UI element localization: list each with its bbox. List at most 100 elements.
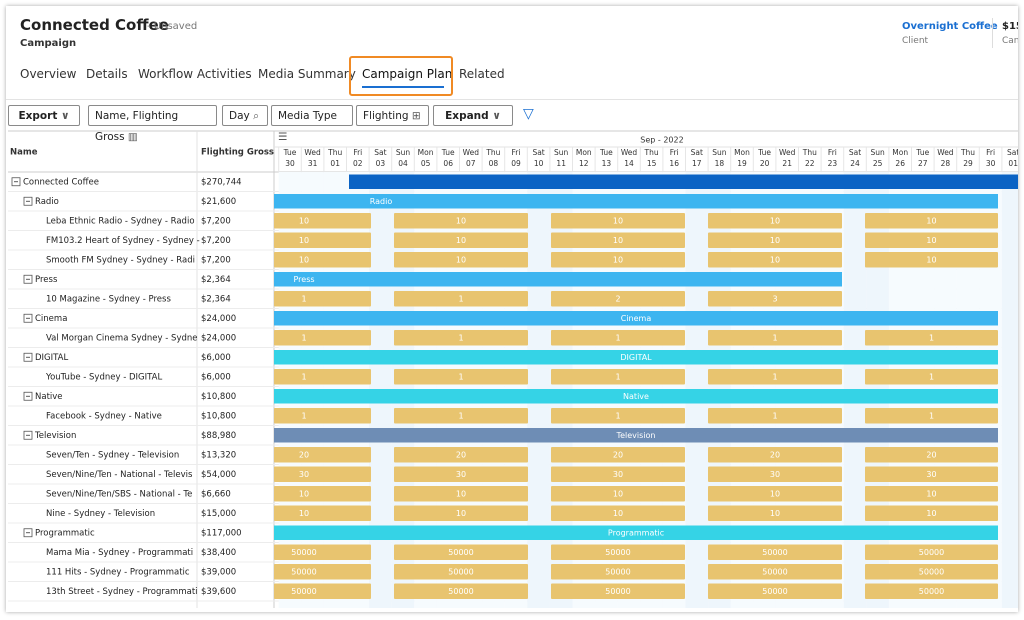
- day-date: 08: [489, 159, 499, 168]
- row-name: Seven/Nine/Ten - National - Televis: [46, 470, 193, 480]
- flighting-value: 20: [299, 450, 309, 459]
- button-label: Name, Flighting Gross: [95, 110, 179, 143]
- flighting-bar: [708, 330, 842, 346]
- flighting-value: 1: [301, 294, 306, 303]
- group-bar-label: Native: [623, 392, 649, 401]
- flighting-value: 10: [299, 509, 309, 518]
- flighting-bar: [274, 369, 371, 385]
- flighting-value: 30: [770, 470, 780, 479]
- flighting-bar: [394, 252, 528, 268]
- row-gross: $39,000: [201, 567, 236, 577]
- tab[interactable]: Workflow Activities: [138, 67, 252, 81]
- flighting-bar: [865, 232, 998, 248]
- flighting-value: 10: [456, 489, 466, 498]
- toolbar-button[interactable]: Name, Flighting Gross ▥: [88, 105, 217, 143]
- header-divider: [992, 18, 993, 48]
- group-bar: [274, 272, 842, 287]
- flighting-bar: [394, 408, 528, 424]
- flighting-bar: [394, 466, 528, 482]
- tab[interactable]: Details: [86, 67, 128, 81]
- group-bar: [274, 389, 998, 404]
- tab[interactable]: Media Summary: [258, 67, 356, 81]
- flighting-bar: [708, 291, 842, 307]
- total-bar: [349, 174, 1018, 189]
- day-date: 17: [692, 159, 702, 168]
- day-name: Thu: [327, 148, 342, 157]
- row-gross: $13,320: [201, 450, 236, 460]
- button-icon: ⊞: [408, 110, 421, 122]
- row-gross: $24,000: [201, 333, 236, 343]
- flighting-bar: [708, 466, 842, 482]
- flighting-bar: [865, 583, 998, 599]
- toolbar-button[interactable]: Expand ∨: [433, 105, 513, 126]
- tab[interactable]: Related: [459, 67, 505, 81]
- flighting-bar: [394, 486, 528, 502]
- toolbar-button[interactable]: Media Type ☰: [271, 105, 353, 143]
- flighting-bar: [551, 505, 685, 521]
- flighting-bar: [551, 447, 685, 463]
- button-label: Expand: [445, 110, 489, 122]
- flighting-value: 50000: [762, 548, 787, 557]
- row-gross: $21,600: [201, 197, 236, 207]
- flighting-value: 1: [301, 372, 306, 381]
- day-name: Fri: [828, 148, 837, 157]
- row-gross: $2,364: [201, 275, 231, 285]
- day-name: Sat: [691, 148, 703, 157]
- amount: $15: [1002, 21, 1018, 32]
- flighting-value: 50000: [448, 548, 473, 557]
- flighting-value: 50000: [448, 567, 473, 576]
- toolbar-button[interactable]: Export ∨: [8, 105, 80, 126]
- column-header: Name: [10, 148, 38, 158]
- flighting-bar: [551, 213, 685, 229]
- flighting-value: 3: [772, 294, 777, 303]
- row-name: Facebook - Sydney - Native: [46, 411, 162, 421]
- flighting-bar: [274, 408, 371, 424]
- client-link[interactable]: Overnight Coffee: [902, 21, 998, 32]
- flighting-value: 30: [456, 470, 466, 479]
- day-date: 14: [624, 159, 634, 168]
- day-date: 04: [398, 159, 408, 168]
- flighting-value: 10: [299, 255, 309, 264]
- flighting-value: 2: [615, 294, 620, 303]
- row-gross: $7,200: [201, 236, 231, 246]
- flighting-bar: [708, 252, 842, 268]
- row-gross: $15,000: [201, 509, 236, 519]
- toolbar-button[interactable]: Flighting ⊞: [356, 105, 429, 126]
- filter-icon[interactable]: ▽: [523, 106, 534, 122]
- flighting-value: 10: [926, 509, 936, 518]
- tab[interactable]: Campaign Plan: [362, 67, 453, 81]
- row-gross: $10,800: [201, 411, 236, 421]
- flighting-bar: [551, 291, 685, 307]
- row-gross: $10,800: [201, 392, 236, 402]
- day-name: Thu: [644, 148, 659, 157]
- group-bar: [274, 194, 998, 209]
- flighting-value: 10: [613, 509, 623, 518]
- button-icon: ▥: [124, 131, 138, 143]
- day-name: Thu: [960, 148, 975, 157]
- flighting-value: 1: [929, 333, 934, 342]
- flighting-value: 1: [301, 333, 306, 342]
- toolbar-button[interactable]: Day ⌕: [222, 105, 268, 126]
- day-name: Tue: [441, 148, 455, 157]
- flighting-bar: [551, 466, 685, 482]
- flighting-bar: [274, 505, 371, 521]
- flighting-value: 1: [929, 372, 934, 381]
- day-date: 24: [850, 159, 860, 168]
- flighting-bar: [551, 583, 685, 599]
- row-name: 13th Street - Sydney - Programmati: [46, 587, 198, 597]
- row-name: Radio: [35, 197, 59, 207]
- day-name: Sat: [374, 148, 386, 157]
- flighting-bar: [708, 232, 842, 248]
- flighting-value: 1: [458, 411, 463, 420]
- flighting-value: 30: [926, 470, 936, 479]
- flighting-bar: [865, 505, 998, 521]
- tab[interactable]: Overview: [20, 67, 77, 81]
- row-gross: $7,200: [201, 216, 231, 226]
- button-icon: ∨: [488, 110, 501, 122]
- row-name: Seven/Nine/Ten/SBS - National - Te: [46, 489, 192, 499]
- flighting-value: 10: [770, 489, 780, 498]
- day-name: Fri: [353, 148, 362, 157]
- group-bar: [274, 350, 998, 365]
- day-date: 16: [669, 159, 679, 168]
